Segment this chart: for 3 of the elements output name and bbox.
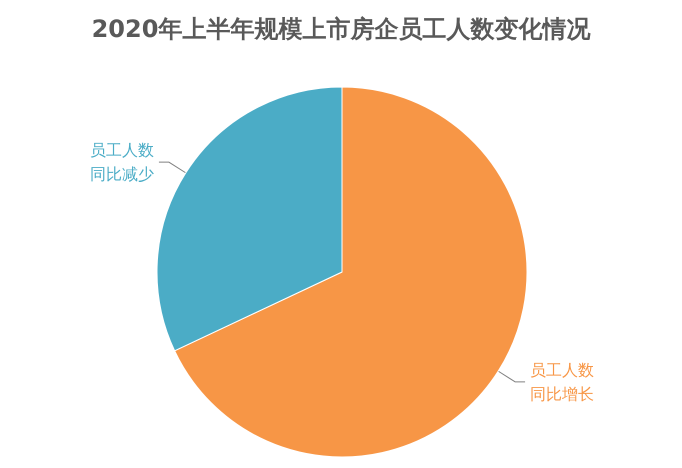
slice-label: 员工人数同比减少 — [90, 140, 154, 184]
slice-label: 员工人数同比增长 — [530, 360, 594, 404]
chart-title: 2020年上半年规模上市房企员工人数变化情况 — [92, 15, 592, 43]
